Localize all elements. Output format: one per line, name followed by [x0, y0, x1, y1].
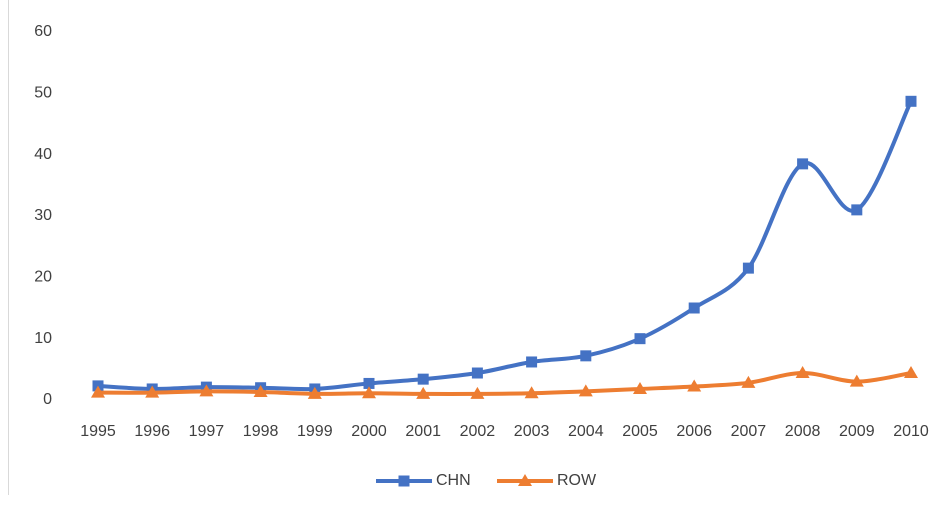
- x-tick-label: 2009: [839, 423, 875, 440]
- x-tick-label: 1996: [134, 423, 170, 440]
- x-tick-label: 2007: [731, 423, 767, 440]
- point: [742, 262, 754, 274]
- y-tick-label: 30: [34, 207, 52, 224]
- x-tick-label: 1995: [80, 423, 116, 440]
- point: [417, 373, 429, 385]
- point: [471, 367, 483, 379]
- x-tick-label: 2001: [405, 423, 441, 440]
- x-tick-label: 1998: [243, 423, 279, 440]
- x-tick-label: 1999: [297, 423, 333, 440]
- point: [145, 385, 160, 398]
- x-tick-label: 2004: [568, 423, 604, 440]
- point: [905, 95, 917, 107]
- y-tick-label: 50: [34, 85, 52, 102]
- point: [633, 381, 647, 394]
- point: [524, 386, 539, 399]
- point: [849, 374, 864, 387]
- y-tick-label: 0: [43, 391, 52, 408]
- y-tick-label: 60: [34, 23, 52, 40]
- x-tick-label: 2010: [893, 423, 929, 440]
- point: [526, 356, 538, 368]
- point: [578, 384, 593, 397]
- legend-label: ROW: [557, 472, 597, 489]
- point: [851, 204, 863, 216]
- x-tick-label: 1997: [189, 423, 225, 440]
- point: [634, 333, 646, 345]
- point: [199, 384, 214, 397]
- legend-marker: [518, 474, 532, 486]
- point: [362, 386, 376, 399]
- point: [253, 385, 268, 398]
- x-tick-label: 2002: [460, 423, 496, 440]
- x-tick-label: 2000: [351, 423, 387, 440]
- point: [741, 375, 756, 388]
- x-tick-label: 2006: [676, 423, 712, 440]
- legend-marker: [398, 475, 410, 487]
- x-tick-label: 2008: [785, 423, 821, 440]
- y-tick-label: 20: [34, 269, 52, 286]
- point: [687, 379, 702, 392]
- point: [416, 386, 431, 399]
- point: [470, 386, 485, 399]
- point: [795, 366, 810, 379]
- point: [580, 350, 592, 362]
- point: [797, 158, 809, 170]
- x-tick-label: 2003: [514, 423, 550, 440]
- point: [904, 366, 918, 379]
- point: [688, 302, 700, 314]
- point: [307, 386, 322, 399]
- line: [96, 371, 913, 396]
- legend-label: CHN: [436, 472, 471, 489]
- point: [91, 385, 105, 398]
- line: [96, 99, 913, 392]
- x-tick-label: 2005: [622, 423, 658, 440]
- y-tick-label: 40: [34, 146, 52, 163]
- point: [363, 377, 375, 389]
- y-tick-label: 10: [34, 330, 52, 347]
